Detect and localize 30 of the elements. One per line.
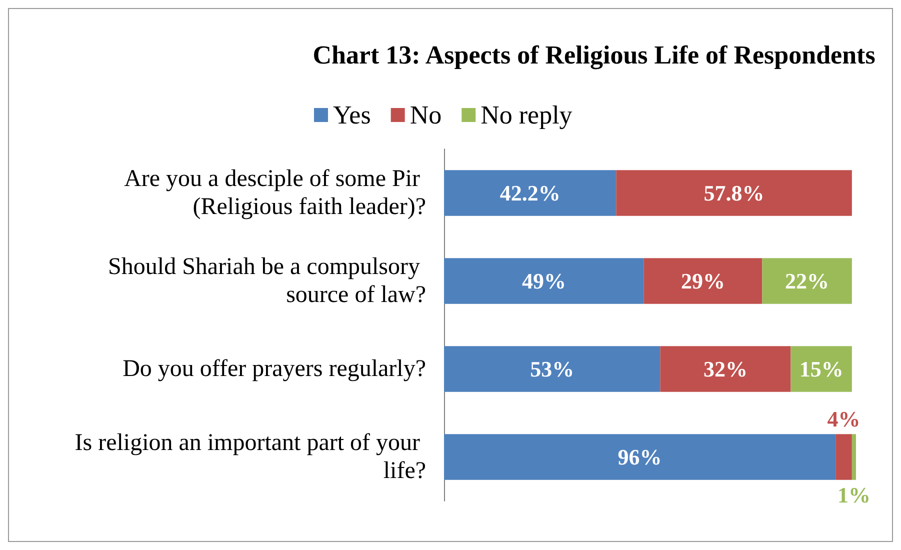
- bar: [852, 434, 856, 480]
- legend-label: No: [410, 100, 442, 130]
- data-label: 96%: [618, 444, 662, 470]
- bar: [444, 170, 616, 216]
- data-label: 57.8%: [704, 180, 764, 206]
- data-label: 32%: [703, 356, 748, 382]
- data-label: 1%: [837, 482, 870, 508]
- bar: [644, 258, 762, 304]
- data-label: 4%: [827, 406, 860, 432]
- data-label: 53%: [530, 356, 574, 382]
- bar: [790, 346, 852, 392]
- bar: [660, 346, 791, 392]
- y-tick-label: Should Shariah be a compulsory source of law?: [108, 254, 426, 308]
- bar: [836, 434, 852, 480]
- data-label: 42.2%: [500, 180, 560, 206]
- data-label: 15%: [799, 356, 844, 382]
- data-label: 29%: [681, 268, 726, 294]
- bar: [762, 258, 852, 304]
- bar: [444, 258, 644, 304]
- data-label: 49%: [522, 268, 566, 294]
- legend-label: No reply: [480, 100, 572, 130]
- bar: [616, 170, 852, 216]
- legend-label: Yes: [333, 100, 371, 130]
- y-tick-label: Is religion an important part of your life?: [74, 430, 426, 484]
- bar: [444, 434, 836, 480]
- chart-title: Chart 13: Aspects of Religious Life of Respondents: [312, 40, 876, 70]
- data-label: 22%: [785, 268, 830, 294]
- y-tick-label: Do you offer prayers regularly?: [122, 356, 426, 382]
- y-tick-label: Are you a desciple of some Pir (Religious faith leader)?: [124, 166, 426, 220]
- bar: [444, 346, 660, 392]
